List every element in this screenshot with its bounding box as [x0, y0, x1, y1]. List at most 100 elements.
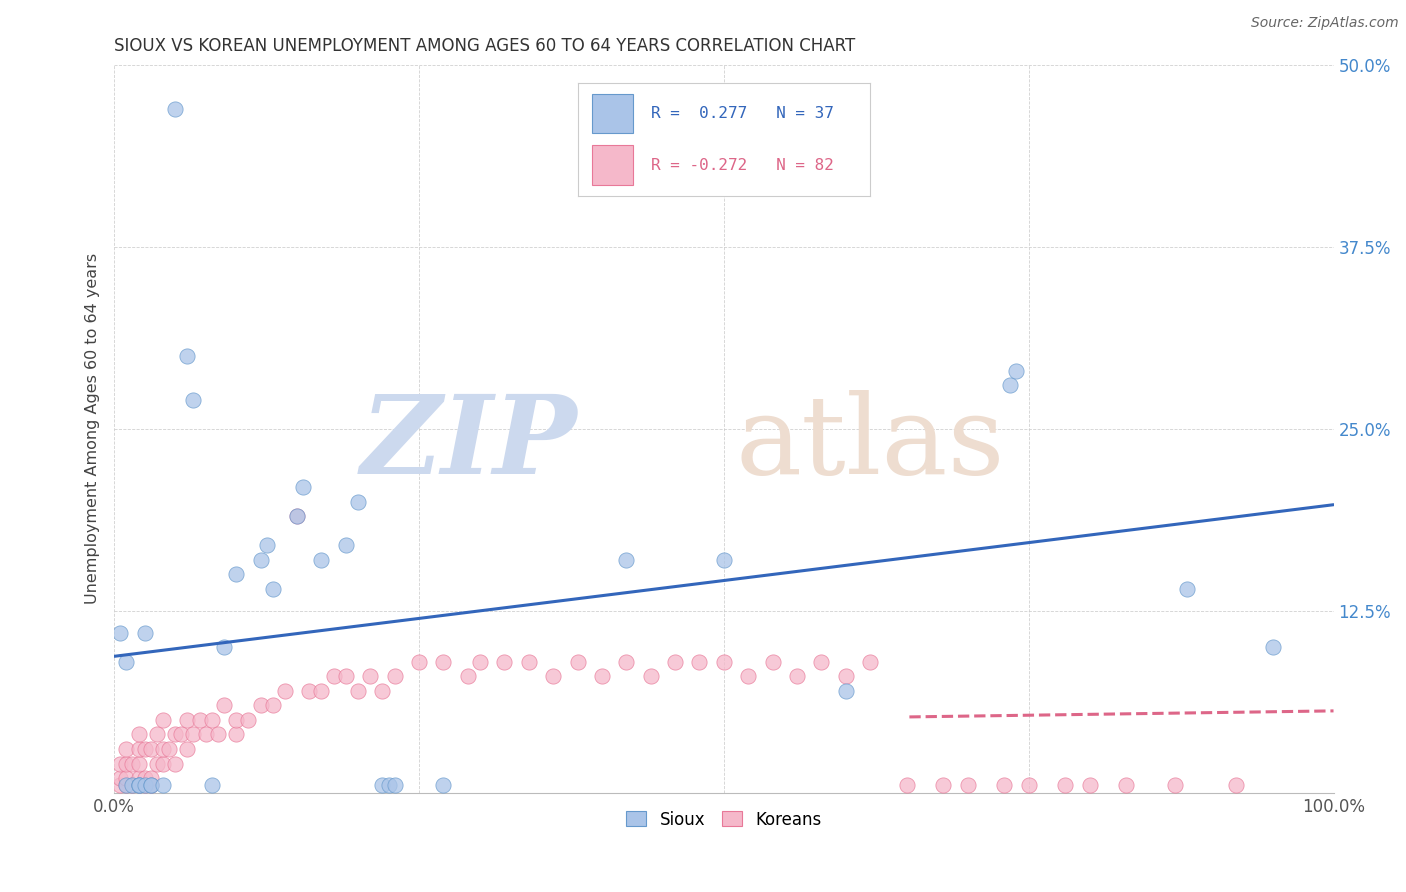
Point — [432, 778, 454, 792]
Point — [932, 778, 955, 792]
Point — [128, 727, 150, 741]
Point — [614, 655, 637, 669]
Point — [322, 669, 344, 683]
Point — [432, 655, 454, 669]
Point — [262, 698, 284, 713]
Text: ZIP: ZIP — [361, 390, 578, 497]
Text: SIOUX VS KOREAN UNEMPLOYMENT AMONG AGES 60 TO 64 YEARS CORRELATION CHART: SIOUX VS KOREAN UNEMPLOYMENT AMONG AGES … — [114, 37, 855, 55]
Point — [238, 713, 260, 727]
Point — [737, 669, 759, 683]
Point — [110, 756, 132, 771]
Point — [121, 778, 143, 792]
Point — [1175, 582, 1198, 596]
Point — [134, 625, 156, 640]
Point — [359, 669, 381, 683]
Point — [274, 683, 297, 698]
Point — [128, 778, 150, 792]
Point — [152, 742, 174, 756]
Point — [285, 509, 308, 524]
Point — [468, 655, 491, 669]
Point — [110, 625, 132, 640]
Point — [139, 778, 162, 792]
Y-axis label: Unemployment Among Ages 60 to 64 years: Unemployment Among Ages 60 to 64 years — [86, 253, 100, 605]
Point — [115, 655, 138, 669]
Point — [311, 553, 333, 567]
Point — [956, 778, 979, 792]
Point — [128, 742, 150, 756]
Point — [152, 713, 174, 727]
Point — [152, 778, 174, 792]
Point — [115, 778, 138, 792]
Point — [591, 669, 613, 683]
Text: Source: ZipAtlas.com: Source: ZipAtlas.com — [1251, 16, 1399, 30]
Point — [371, 778, 394, 792]
Point — [1000, 378, 1022, 392]
Point — [1261, 640, 1284, 655]
Point — [128, 778, 150, 792]
Point — [188, 713, 211, 727]
Point — [256, 538, 278, 552]
Point — [183, 392, 205, 407]
Text: atlas: atlas — [735, 390, 1005, 497]
Point — [285, 509, 308, 524]
Point — [249, 698, 271, 713]
Point — [212, 640, 235, 655]
Point — [298, 683, 321, 698]
Point — [170, 727, 193, 741]
Point — [176, 742, 198, 756]
Point — [165, 727, 187, 741]
Point — [292, 480, 315, 494]
Point — [212, 698, 235, 713]
Point — [157, 742, 180, 756]
Point — [225, 567, 247, 582]
Point — [713, 655, 735, 669]
Point — [384, 669, 406, 683]
Point — [377, 778, 399, 792]
Point — [134, 778, 156, 792]
Point — [517, 655, 540, 669]
Point — [128, 771, 150, 785]
Point — [176, 713, 198, 727]
Point — [134, 778, 156, 792]
Point — [311, 683, 333, 698]
Point — [225, 727, 247, 741]
Point — [115, 778, 138, 792]
Point — [152, 756, 174, 771]
Point — [614, 553, 637, 567]
Point — [128, 756, 150, 771]
Point — [494, 655, 516, 669]
Point — [457, 669, 479, 683]
Point — [128, 778, 150, 792]
Point — [194, 727, 217, 741]
Point — [139, 771, 162, 785]
Point — [115, 771, 138, 785]
Point — [110, 778, 132, 792]
Point — [201, 778, 224, 792]
Point — [1054, 778, 1077, 792]
Point — [134, 771, 156, 785]
Point — [347, 683, 370, 698]
Point — [1164, 778, 1187, 792]
Point — [786, 669, 808, 683]
Point — [165, 756, 187, 771]
Point — [110, 771, 132, 785]
Point — [810, 655, 832, 669]
Point — [713, 553, 735, 567]
Point — [408, 655, 430, 669]
Point — [835, 683, 858, 698]
Point — [207, 727, 229, 741]
Point — [541, 669, 564, 683]
Point — [835, 669, 858, 683]
Point — [371, 683, 394, 698]
Point — [139, 778, 162, 792]
Point — [146, 756, 169, 771]
Point — [859, 655, 882, 669]
Point — [1225, 778, 1247, 792]
Point — [896, 778, 918, 792]
Point — [1115, 778, 1137, 792]
Point — [262, 582, 284, 596]
Point — [1005, 364, 1028, 378]
Point — [225, 713, 247, 727]
Point — [139, 742, 162, 756]
Point — [384, 778, 406, 792]
